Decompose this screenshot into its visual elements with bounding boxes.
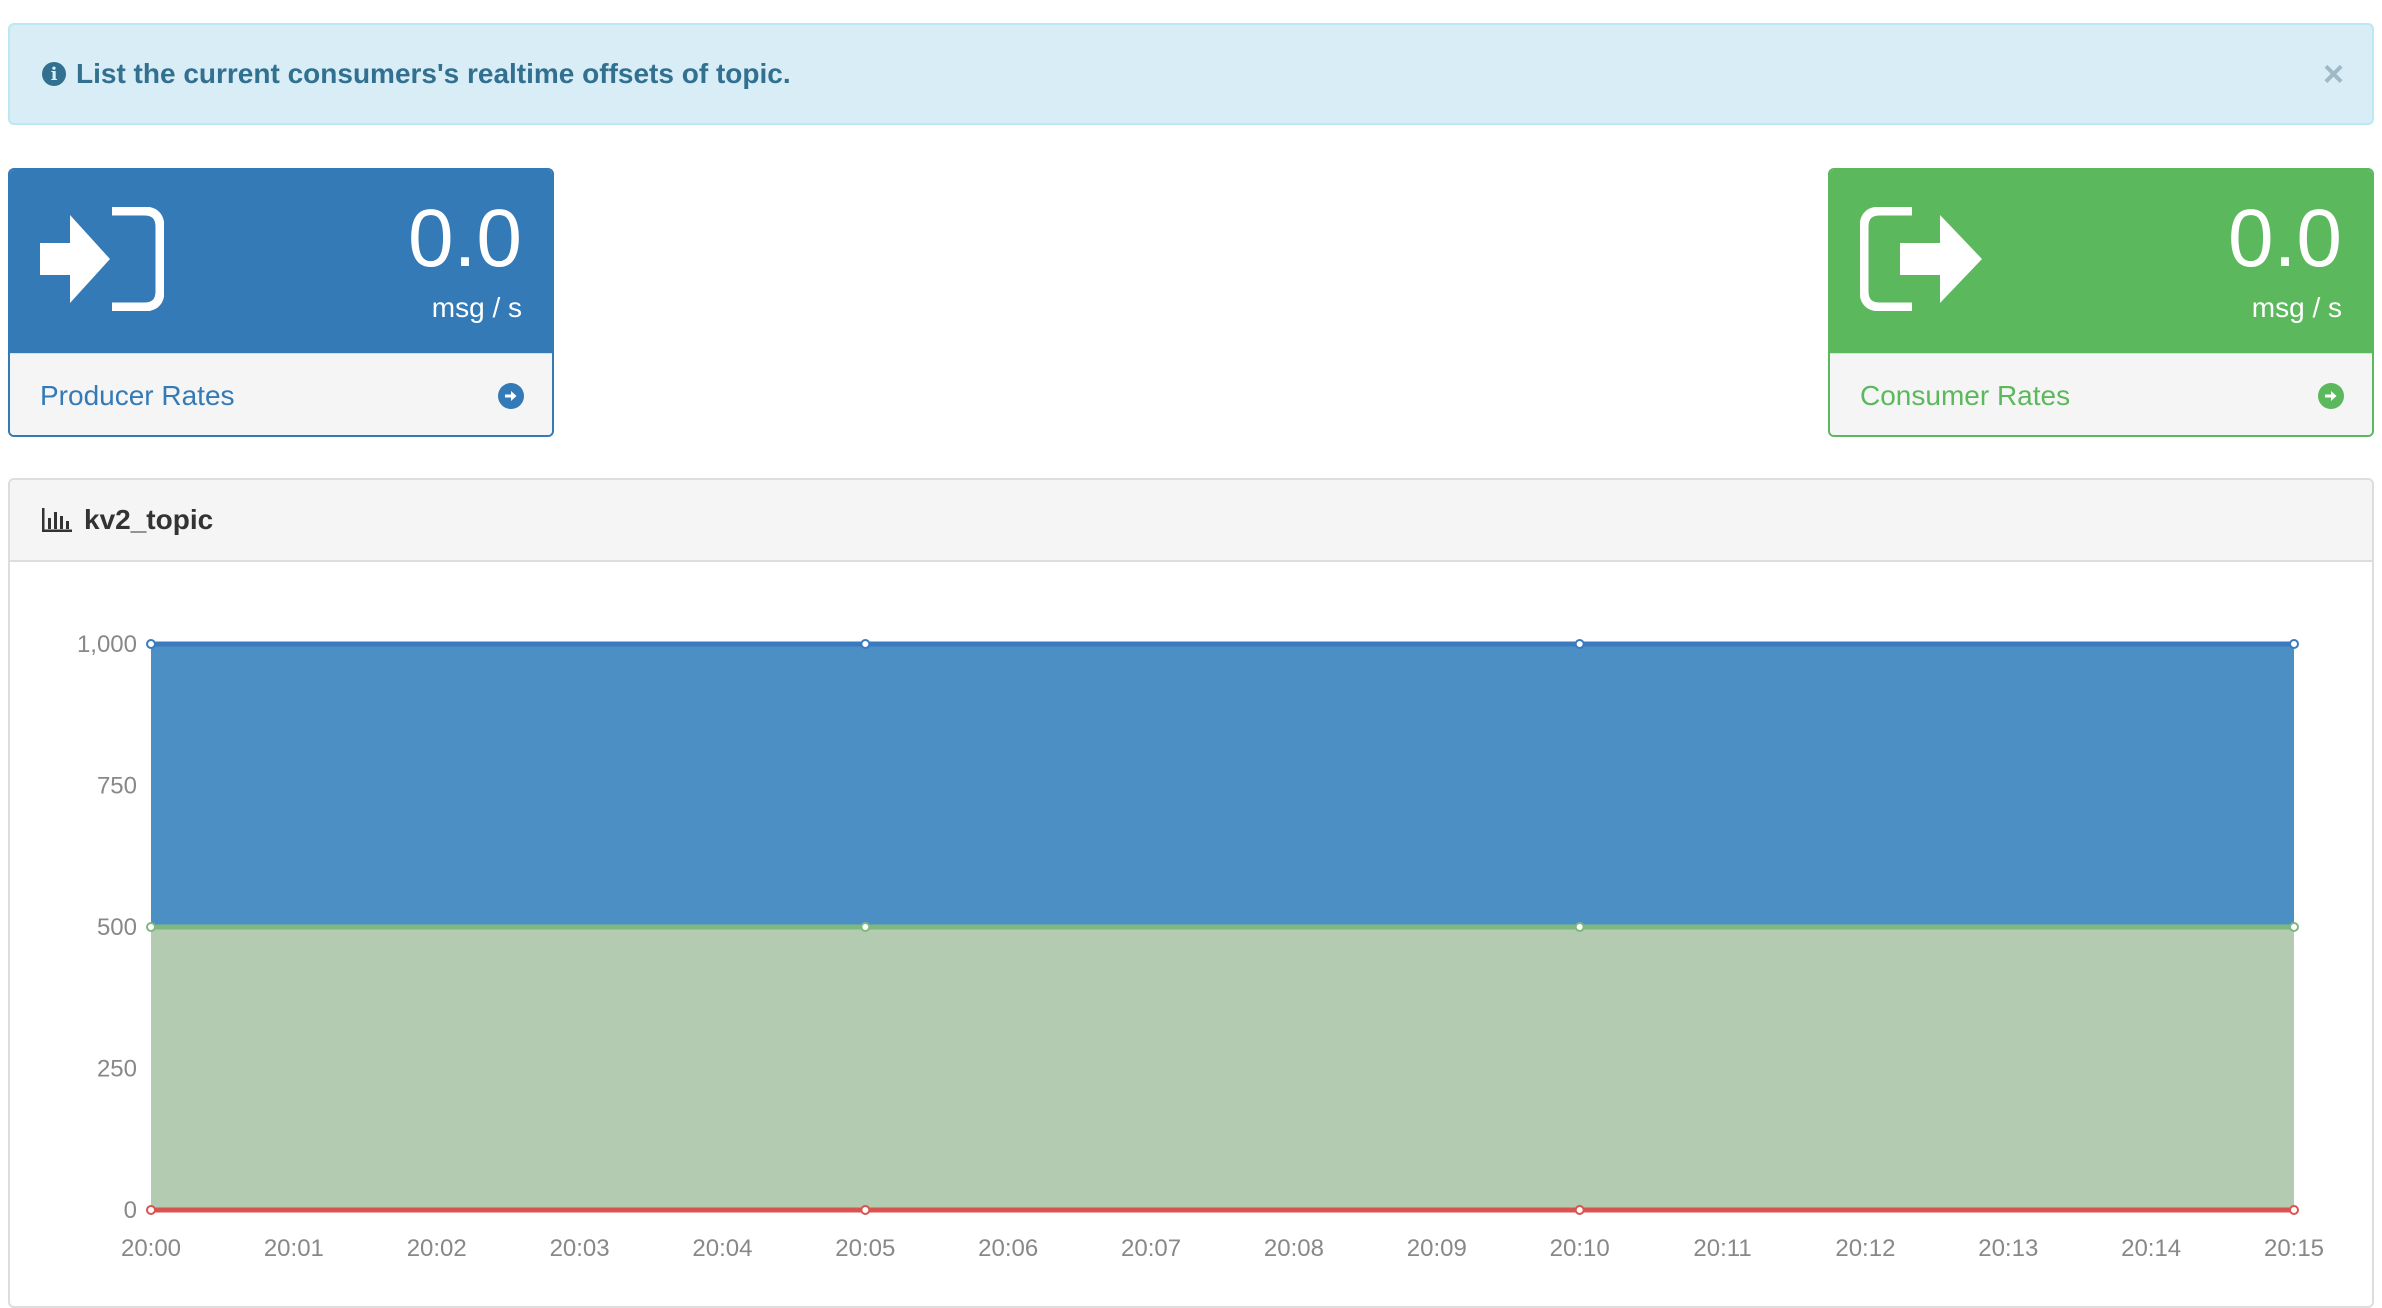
y-tick-label: 750 bbox=[97, 773, 137, 800]
consumer-rate-unit: msg / s bbox=[2251, 292, 2342, 323]
x-tick-label: 20:15 bbox=[2264, 1235, 2324, 1262]
x-tick-label: 20:11 bbox=[1693, 1235, 1751, 1262]
x-tick-label: 20:10 bbox=[1550, 1235, 1610, 1262]
series-0-point bbox=[146, 1205, 156, 1215]
series-1-point bbox=[1574, 922, 1585, 932]
series-2-point bbox=[1574, 639, 1585, 649]
x-tick-label: 20:14 bbox=[2121, 1235, 2181, 1262]
series-0-point bbox=[1574, 1205, 1585, 1215]
info-icon: i bbox=[42, 62, 66, 86]
y-tick-label: 0 bbox=[124, 1197, 137, 1224]
topic-chart-panel: kv2_topic 0 250 500 750 1,000 20:00 20:01 20:02… bbox=[8, 478, 2374, 1308]
sign-out-icon bbox=[1860, 207, 1982, 311]
offsets-chart: 0 250 500 750 1,000 20:00 20:01 20:02 20:03 20:04… bbox=[77, 631, 2324, 1262]
producer-rate-unit: msg / s bbox=[431, 292, 522, 323]
consumer-rates-link[interactable]: Consumer Rates bbox=[1830, 353, 2372, 435]
series-1-point bbox=[860, 922, 871, 932]
x-tick-label: 20:07 bbox=[1121, 1235, 1181, 1262]
series-2-area bbox=[151, 644, 2294, 927]
x-tick-label: 20:02 bbox=[407, 1235, 467, 1262]
alert-message: List the current consumers's realtime of… bbox=[76, 58, 791, 89]
arrow-circle-right-icon bbox=[498, 382, 524, 409]
series-0-point bbox=[860, 1205, 871, 1215]
arrow-circle-right-icon bbox=[2318, 382, 2344, 409]
series-2-point bbox=[860, 639, 871, 649]
producer-rates-link[interactable]: Producer Rates bbox=[10, 353, 552, 435]
chart-title: kv2_topic bbox=[84, 504, 214, 535]
consumer-rates-label: Consumer Rates bbox=[1860, 379, 2071, 411]
x-tick-label: 20:08 bbox=[1264, 1235, 1324, 1262]
bar-chart-icon bbox=[42, 508, 72, 532]
series-1-area bbox=[151, 927, 2294, 1210]
x-tick-label: 20:13 bbox=[1978, 1235, 2038, 1262]
x-tick-label: 20:04 bbox=[692, 1235, 752, 1262]
series-2-point bbox=[2289, 639, 2299, 649]
series-2-point bbox=[146, 639, 156, 649]
chart-panel-header: kv2_topic bbox=[10, 480, 2372, 562]
producer-rates-label: Producer Rates bbox=[40, 379, 235, 411]
consumer-rates-header: 0.0 msg / s bbox=[1830, 170, 2372, 353]
producer-rates-panel: 0.0 msg / s Producer Rates bbox=[8, 168, 554, 437]
y-tick-label: 250 bbox=[97, 1056, 137, 1083]
x-tick-label: 20:01 bbox=[264, 1235, 324, 1262]
producer-rate-value: 0.0 bbox=[408, 193, 522, 284]
series-1-point bbox=[2289, 922, 2299, 932]
info-alert: i List the current consumers's realtime … bbox=[8, 23, 2374, 125]
series-1-point bbox=[146, 922, 156, 932]
sign-in-icon bbox=[40, 207, 164, 311]
x-tick-label: 20:12 bbox=[1835, 1235, 1895, 1262]
consumer-rates-panel: 0.0 msg / s Consumer Rates bbox=[1828, 168, 2374, 437]
x-tick-label: 20:00 bbox=[121, 1235, 181, 1262]
close-icon[interactable]: × bbox=[2322, 53, 2344, 94]
x-tick-label: 20:03 bbox=[550, 1235, 610, 1262]
x-tick-label: 20:09 bbox=[1407, 1235, 1467, 1262]
consumer-rate-value: 0.0 bbox=[2228, 193, 2342, 284]
producer-rates-header: 0.0 msg / s bbox=[10, 170, 552, 353]
x-tick-label: 20:05 bbox=[835, 1235, 895, 1262]
y-tick-label: 500 bbox=[97, 914, 137, 941]
x-tick-label: 20:06 bbox=[978, 1235, 1038, 1262]
y-tick-label: 1,000 bbox=[77, 631, 137, 658]
series-0-point bbox=[2289, 1205, 2299, 1215]
